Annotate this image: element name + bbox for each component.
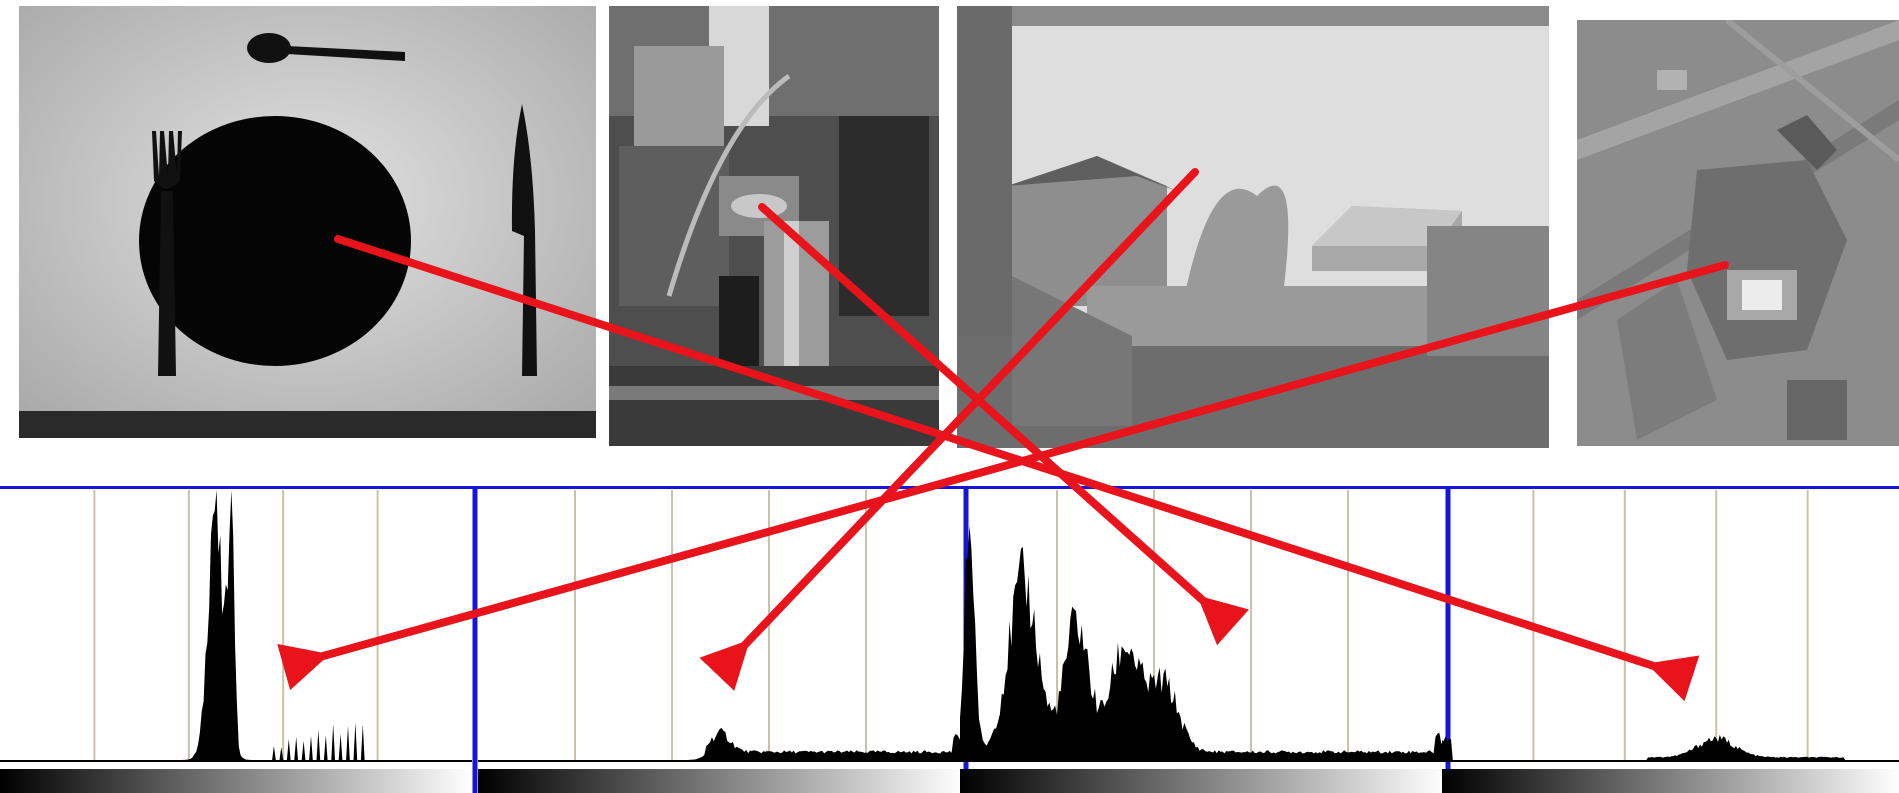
histogram-1: [0, 490, 472, 793]
robot-machine-photo: [1577, 20, 1899, 446]
histogram-top-border: [0, 486, 1899, 489]
histogram-baseline: [1442, 760, 1899, 762]
histogram-2: [478, 490, 963, 793]
gray-level-ramp: [478, 769, 963, 793]
gray-level-ramp: [0, 769, 472, 793]
histogram-3: [960, 490, 1445, 793]
histogram-bars: [478, 727, 963, 760]
histogram-bars: [1442, 734, 1899, 760]
place-setting-photo: [19, 6, 596, 438]
histogram-baseline: [0, 760, 472, 762]
histogram-4: [1442, 490, 1899, 793]
histogram-strip: [0, 486, 1899, 793]
histogram-bars: [960, 525, 1445, 760]
histogram-panel-separator: [472, 486, 478, 793]
street-view-photo: [957, 6, 1549, 448]
gray-level-ramp: [1442, 769, 1899, 793]
histogram-baseline: [960, 760, 1445, 762]
histogram-bars: [0, 490, 472, 760]
gray-level-ramp: [960, 769, 1445, 793]
histogram-baseline: [478, 760, 963, 762]
vacuum-cleaner-photo: [609, 6, 939, 446]
